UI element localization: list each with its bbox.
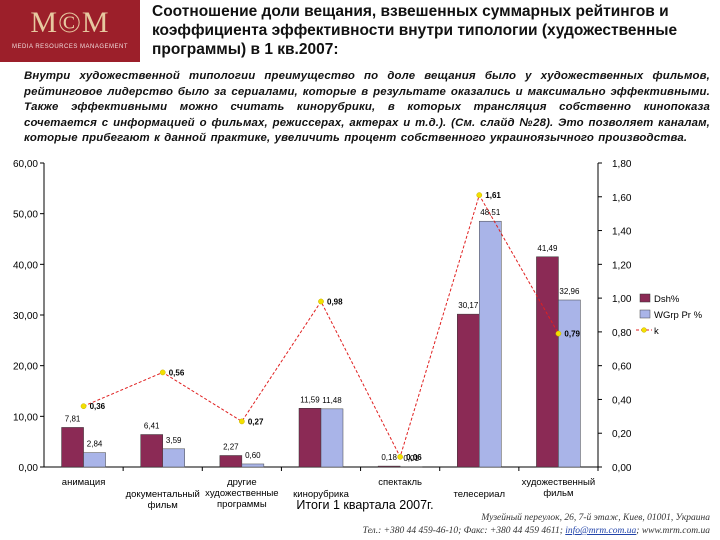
bar-wgrp [162, 448, 185, 468]
y-right-tick-label: 1,00 [612, 294, 632, 305]
bar-wgrp-label: 2,84 [87, 440, 103, 449]
bar-wgrp-label: 0,60 [245, 451, 261, 460]
k-point [397, 454, 403, 460]
y-right-tick-label: 0,40 [612, 395, 632, 406]
x-axis-title: Итоги 1 квартала 2007г. [296, 498, 433, 512]
bar-wgrp-label: 0,01 [403, 454, 419, 463]
k-point [239, 418, 245, 425]
x-category-label: документальный [126, 489, 200, 500]
x-category-label: художественные [205, 488, 278, 499]
y-left-tick-label: 20,00 [13, 362, 38, 373]
bar-wgrp [479, 220, 502, 468]
bar-dsh-label: 0,18 [381, 453, 397, 462]
k-point-label: 1,61 [485, 191, 501, 200]
logo-mark: M©M [30, 6, 110, 39]
footer-separator: ; [636, 526, 642, 536]
footer-phone-fax: Тел.: +380 44 459-46-10; Факс: +380 44 4… [362, 526, 566, 536]
footer-contacts: Тел.: +380 44 459-46-10; Факс: +380 44 4… [363, 525, 710, 538]
y-left-tick-label: 0,00 [19, 463, 39, 474]
legend-marker-k [641, 327, 647, 333]
y-right-tick-label: 1,40 [612, 227, 632, 238]
header: M©M MEDIA RESOURCES MANAGEMENT Соотношен… [0, 0, 720, 66]
y-left-tick-label: 60,00 [13, 159, 38, 170]
y-left-tick-label: 30,00 [13, 311, 38, 322]
footer-website-link[interactable]: www.mrm.com.ua [641, 526, 710, 536]
bar-wgrp [320, 408, 344, 468]
slide-title: Соотношение доли вещания, взвешенных сум… [152, 3, 678, 58]
bar-wgrp [558, 299, 581, 468]
legend-label-wgrp: WGrp Pr % [654, 310, 703, 321]
k-point-label: 0,56 [169, 368, 185, 377]
x-category-label: кинорубрика [293, 489, 349, 500]
bar-wgrp-label: 3,59 [166, 436, 182, 445]
x-category-label: программы [217, 499, 267, 510]
x-category-label: фильм [148, 500, 178, 511]
y-right-tick-label: 1,20 [612, 260, 632, 271]
bar-dsh [219, 455, 243, 468]
k-point-label: 0,98 [327, 297, 343, 306]
bar-dsh [536, 256, 559, 468]
k-point-label: 0,06 [406, 453, 422, 462]
x-category-label: другие [227, 477, 257, 488]
k-point [555, 330, 562, 337]
bar-dsh [61, 427, 84, 468]
y-right-tick-label: 1,60 [612, 193, 632, 204]
x-category-label: фильм [543, 488, 573, 499]
y-right-tick-label: 0,80 [612, 328, 632, 339]
footer-email-link[interactable]: info@mrm.com.ua [565, 526, 637, 536]
x-category-label: художественный [522, 477, 596, 488]
bar-dsh [457, 313, 480, 468]
k-point-label: 0,79 [564, 330, 580, 339]
y-right-tick-label: 0,00 [612, 463, 632, 474]
bar-wgrp-label: 32,96 [559, 287, 580, 296]
y-right-tick-label: 1,80 [612, 159, 632, 170]
bar-wgrp-label: 48,51 [480, 208, 501, 217]
y-right-tick-label: 0,20 [612, 429, 632, 440]
bar-dsh [377, 465, 401, 468]
legend-label-k: k [654, 326, 659, 337]
bar-wgrp-label: 11,48 [322, 396, 342, 405]
y-right-tick-label: 0,60 [612, 362, 632, 373]
k-point [476, 192, 483, 198]
legend-label-dsh: Dsh% [654, 294, 680, 305]
bar-wgrp [241, 463, 265, 468]
bar-dsh-label: 30,17 [458, 301, 479, 310]
x-category-label: анимация [62, 477, 106, 488]
y-left-tick-label: 40,00 [13, 260, 38, 271]
description-text: Внутри художественной типологии преимуще… [24, 70, 710, 145]
footer: Музейный переулок, 26, 7-й этаж, Киев, 0… [363, 512, 710, 538]
k-point-label: 0,27 [248, 417, 264, 426]
k-point [159, 369, 166, 376]
k-point [80, 403, 87, 410]
bar-wgrp [83, 452, 106, 468]
k-point [318, 298, 324, 305]
logo-subtitle: MEDIA RESOURCES MANAGEMENT [11, 44, 128, 50]
y-left-tick-label: 50,00 [13, 210, 38, 221]
legend-swatch-dsh [639, 293, 651, 303]
k-point-label: 0,36 [90, 402, 106, 411]
bar-dsh-label: 11,59 [300, 395, 320, 404]
bar-dsh-label: 7,81 [65, 414, 81, 423]
x-category-label: спектакль [378, 477, 422, 488]
company-logo: M©M MEDIA RESOURCES MANAGEMENT [0, 0, 140, 62]
footer-address: Музейный переулок, 26, 7-й этаж, Киев, 0… [481, 513, 710, 523]
bar-dsh [298, 408, 322, 468]
y-left-tick-label: 10,00 [13, 412, 38, 423]
legend-swatch-wgrp [639, 309, 651, 319]
bar-dsh-label: 2,27 [223, 442, 239, 451]
bar-dsh-label: 6,41 [144, 422, 160, 431]
bar-dsh [140, 434, 163, 468]
bar-dsh-label: 41,49 [537, 244, 558, 253]
x-category-label: телесериал [454, 489, 506, 500]
